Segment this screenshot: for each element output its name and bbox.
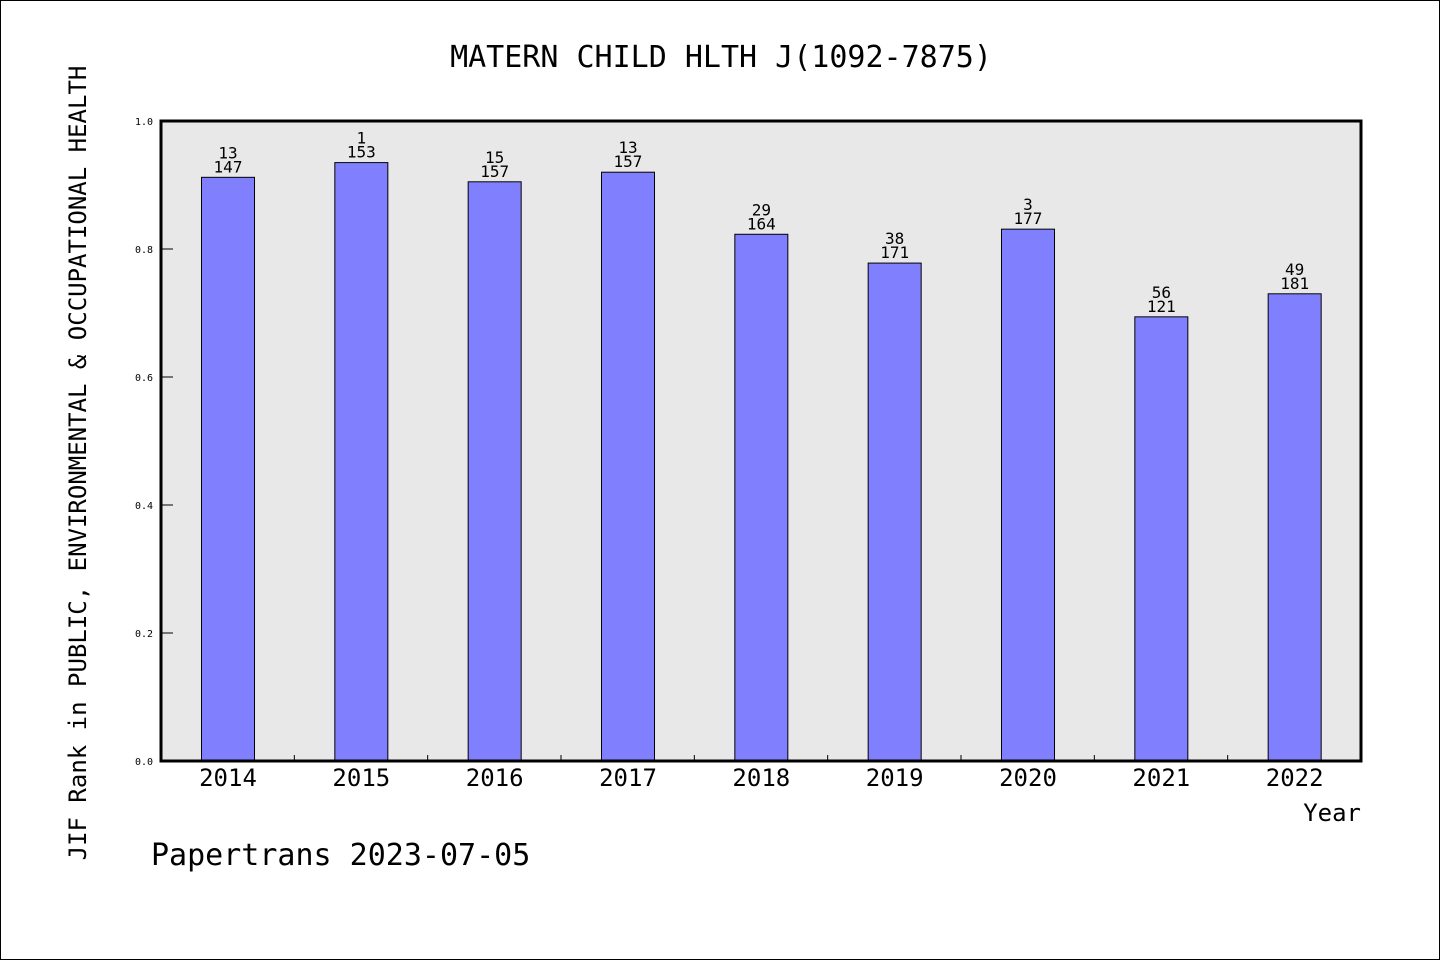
x-tick-label: 2018: [732, 764, 790, 792]
bar-total-label: 164: [747, 214, 776, 233]
y-tick-label: 0.0: [135, 757, 153, 768]
bar-rank-label: 13: [218, 143, 237, 162]
bar-2016: [467, 181, 522, 762]
y-axis-ticks: 0.0 0.2 0.4 0.6 0.8 1.0: [135, 117, 173, 768]
bar-total-label: 121: [1147, 297, 1176, 316]
bar-2022: [1267, 293, 1322, 762]
bars-group: [201, 162, 1322, 762]
chart-title: MATERN CHILD HLTH J(1092-7875): [450, 40, 992, 75]
bar-total-label: 153: [347, 143, 376, 162]
x-tick-label: 2019: [866, 764, 924, 792]
x-tick-label: 2016: [466, 764, 524, 792]
bar-2021: [1134, 316, 1189, 762]
bar-2018: [734, 233, 789, 762]
y-tick-label: 0.6: [135, 373, 153, 384]
bar-rank-label: 15: [485, 148, 504, 167]
bar-rank-label: 13: [618, 138, 637, 157]
bar-total-label: 171: [880, 243, 909, 262]
x-tick-label: 2015: [332, 764, 390, 792]
bar-total-label: 157: [614, 152, 643, 171]
bar-rank-label: 49: [1285, 260, 1304, 279]
footer-text: Papertrans 2023-07-05: [151, 838, 530, 873]
bar-total-label: 177: [1014, 209, 1043, 228]
bar-rank-label: 56: [1152, 283, 1171, 302]
bar-total-label: 157: [480, 162, 509, 181]
bar-rank-label: 29: [752, 200, 771, 219]
bar-2014: [201, 176, 255, 762]
bar-rank-label: 38: [885, 229, 904, 248]
x-tick-label: 2014: [199, 764, 257, 792]
bar-rank-label: 1: [357, 129, 367, 148]
x-tick-label: 2020: [999, 764, 1057, 792]
bar-2015: [334, 162, 389, 762]
bar-rank-label: 3: [1023, 195, 1033, 214]
x-tick-label: 2022: [1266, 764, 1324, 792]
bar-total-label: 147: [214, 157, 243, 176]
y-tick-label: 0.2: [135, 629, 153, 640]
y-tick-label: 0.4: [135, 501, 153, 512]
x-tick-label: 2017: [599, 764, 657, 792]
bar-2017: [600, 171, 655, 762]
x-tick-label: 2021: [1132, 764, 1190, 792]
bar-2020: [1000, 228, 1055, 762]
x-axis-label: Year: [1303, 799, 1361, 827]
y-axis-label: JIF Rank in PUBLIC, ENVIRONMENTAL & OCCU…: [64, 66, 92, 861]
x-axis-ticks: 2014 2015 2016 2017 2018 2019 2020 2021 2022: [199, 755, 1324, 792]
y-tick-label: 0.8: [135, 245, 153, 256]
plot-border: [159, 119, 1363, 763]
y-tick-label: 1.0: [135, 117, 153, 128]
bar-total-label: 181: [1280, 274, 1309, 293]
bar-2019: [867, 262, 922, 762]
